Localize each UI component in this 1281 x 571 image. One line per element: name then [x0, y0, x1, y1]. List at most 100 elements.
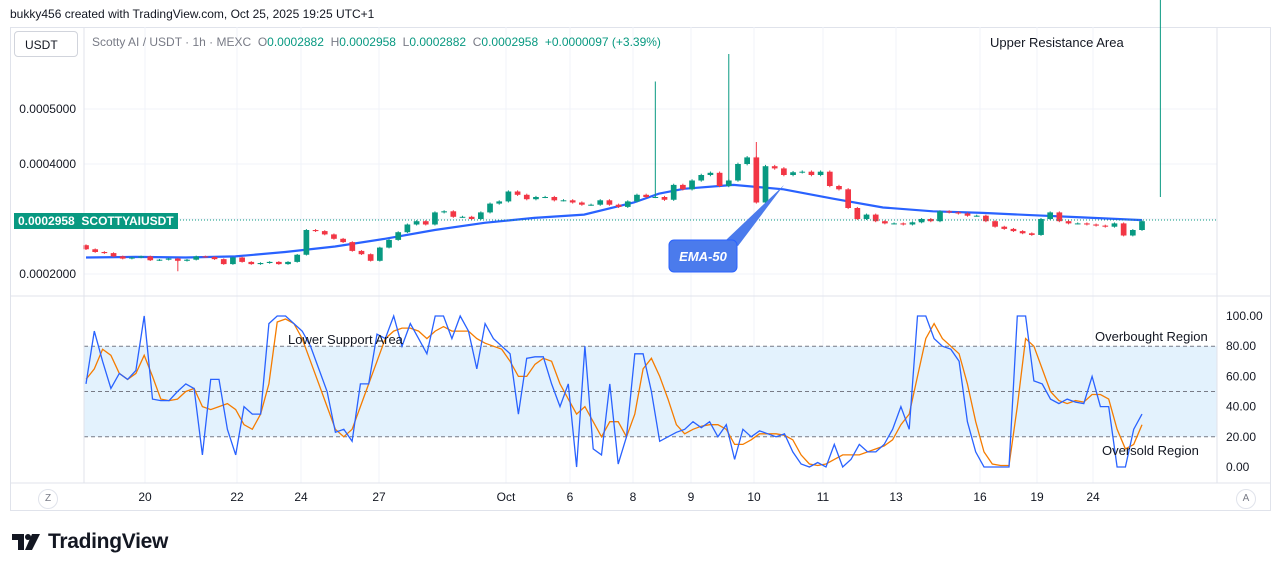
price-tick-label: 0.0004000	[19, 157, 76, 171]
candle-body	[624, 201, 631, 207]
stochastic-tick-label: 0.00	[1226, 460, 1250, 474]
candle-body	[579, 202, 585, 205]
candle-body	[689, 180, 695, 190]
candle-body	[891, 223, 897, 225]
candle-body	[542, 197, 548, 198]
candle-body	[698, 175, 705, 181]
oversold-label: Oversold Region	[1102, 443, 1199, 458]
candle-body	[735, 164, 741, 181]
candle-body	[422, 221, 429, 225]
currency-button[interactable]: USDT	[14, 31, 78, 57]
candle-body	[83, 245, 89, 250]
candle-body	[413, 221, 420, 225]
time-tick-label: Oct	[497, 490, 516, 504]
candle-body	[964, 213, 971, 216]
ema-callout-box	[668, 239, 738, 273]
candle-body	[1001, 226, 1008, 229]
candle-body	[762, 166, 769, 203]
candle-body	[230, 257, 236, 265]
open-key: O	[257, 35, 268, 49]
candle-body	[294, 254, 301, 262]
candle-body	[918, 219, 925, 223]
candle-body	[808, 171, 815, 175]
candle-body	[165, 258, 172, 260]
low-key: L	[402, 35, 410, 49]
candle-body	[744, 157, 750, 164]
time-tick-label: 8	[630, 490, 637, 504]
watermark-text: bukky456 created with TradingView.com, O…	[10, 7, 375, 21]
candle-body	[560, 200, 567, 202]
time-tick-label: 6	[567, 490, 574, 504]
candle-body	[312, 230, 319, 232]
candle-body	[129, 257, 135, 259]
time-tick-label: 24	[1086, 490, 1100, 504]
candle-body	[459, 216, 466, 218]
candle-body	[533, 197, 539, 200]
candle-body	[1019, 231, 1026, 234]
candle-body	[551, 197, 558, 201]
time-tick-label: 9	[688, 490, 695, 504]
candle-body	[771, 166, 778, 169]
timezone-z-button[interactable]: Z	[38, 489, 58, 509]
high-key: H	[330, 35, 340, 49]
candle-body	[992, 221, 998, 227]
candle-body	[863, 214, 870, 219]
candle-body	[826, 171, 833, 186]
candle-body	[1084, 223, 1090, 225]
time-tick-label: 11	[817, 490, 830, 504]
candle-body	[1028, 233, 1035, 235]
candle-body	[184, 259, 190, 261]
time-tick-label: 19	[1030, 490, 1044, 504]
time-tick-label: 22	[230, 490, 244, 504]
candle-body	[404, 224, 411, 233]
candle-body	[1065, 221, 1072, 224]
candle-body	[983, 215, 989, 222]
candle-body	[1074, 223, 1081, 225]
tradingview-logo: TradingView	[12, 529, 168, 555]
candle-body	[1056, 212, 1063, 222]
chart-frame	[10, 27, 1271, 511]
candle-body	[92, 249, 99, 252]
stochastic-tick-label: 80.00	[1226, 339, 1256, 353]
candle-body	[285, 261, 291, 265]
candle-body	[790, 172, 796, 175]
candle-body	[367, 254, 374, 261]
candle-body	[450, 211, 457, 217]
auto-scale-button[interactable]: A	[1236, 489, 1256, 509]
candle-body	[303, 230, 310, 255]
candle-body	[1120, 223, 1127, 236]
candle-body	[670, 184, 677, 200]
time-tick-label: 24	[294, 490, 308, 504]
candle-body	[1010, 228, 1017, 232]
candle-body	[211, 256, 218, 260]
time-tick-label: 20	[138, 490, 152, 504]
candle-body	[836, 186, 842, 190]
candle-body	[119, 256, 126, 259]
candle-body	[606, 200, 613, 205]
candle-body	[505, 191, 512, 202]
candle-body	[799, 171, 806, 173]
tradingview-wordmark: TradingView	[48, 530, 169, 553]
open-value: 0.0002882	[267, 35, 324, 49]
ohlc-legend: Scotty AI / USDT · 1h · MEXC O0.0002882 …	[92, 35, 661, 49]
time-tick-label: 27	[372, 490, 386, 504]
symbol-label: Scotty AI / USDT · 1h · MEXC	[92, 35, 252, 49]
candle-body	[174, 258, 181, 261]
candle-body	[845, 189, 852, 208]
candle-body	[1111, 223, 1118, 227]
candle-body	[202, 256, 209, 258]
candle-body	[1139, 221, 1145, 230]
candle-body	[101, 252, 108, 254]
candle-body	[597, 200, 604, 205]
candle-body	[1093, 224, 1099, 226]
candle-body	[239, 257, 245, 262]
close-key: C	[472, 35, 482, 49]
candle-body	[468, 216, 475, 219]
candle-body	[661, 197, 668, 200]
candle-body	[147, 256, 154, 261]
candle-body	[716, 172, 723, 186]
candle-body	[376, 247, 383, 261]
low-value: 0.0002882	[409, 35, 467, 49]
candle-body	[496, 201, 503, 204]
